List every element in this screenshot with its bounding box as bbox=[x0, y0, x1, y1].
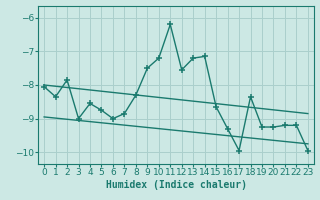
X-axis label: Humidex (Indice chaleur): Humidex (Indice chaleur) bbox=[106, 180, 246, 190]
